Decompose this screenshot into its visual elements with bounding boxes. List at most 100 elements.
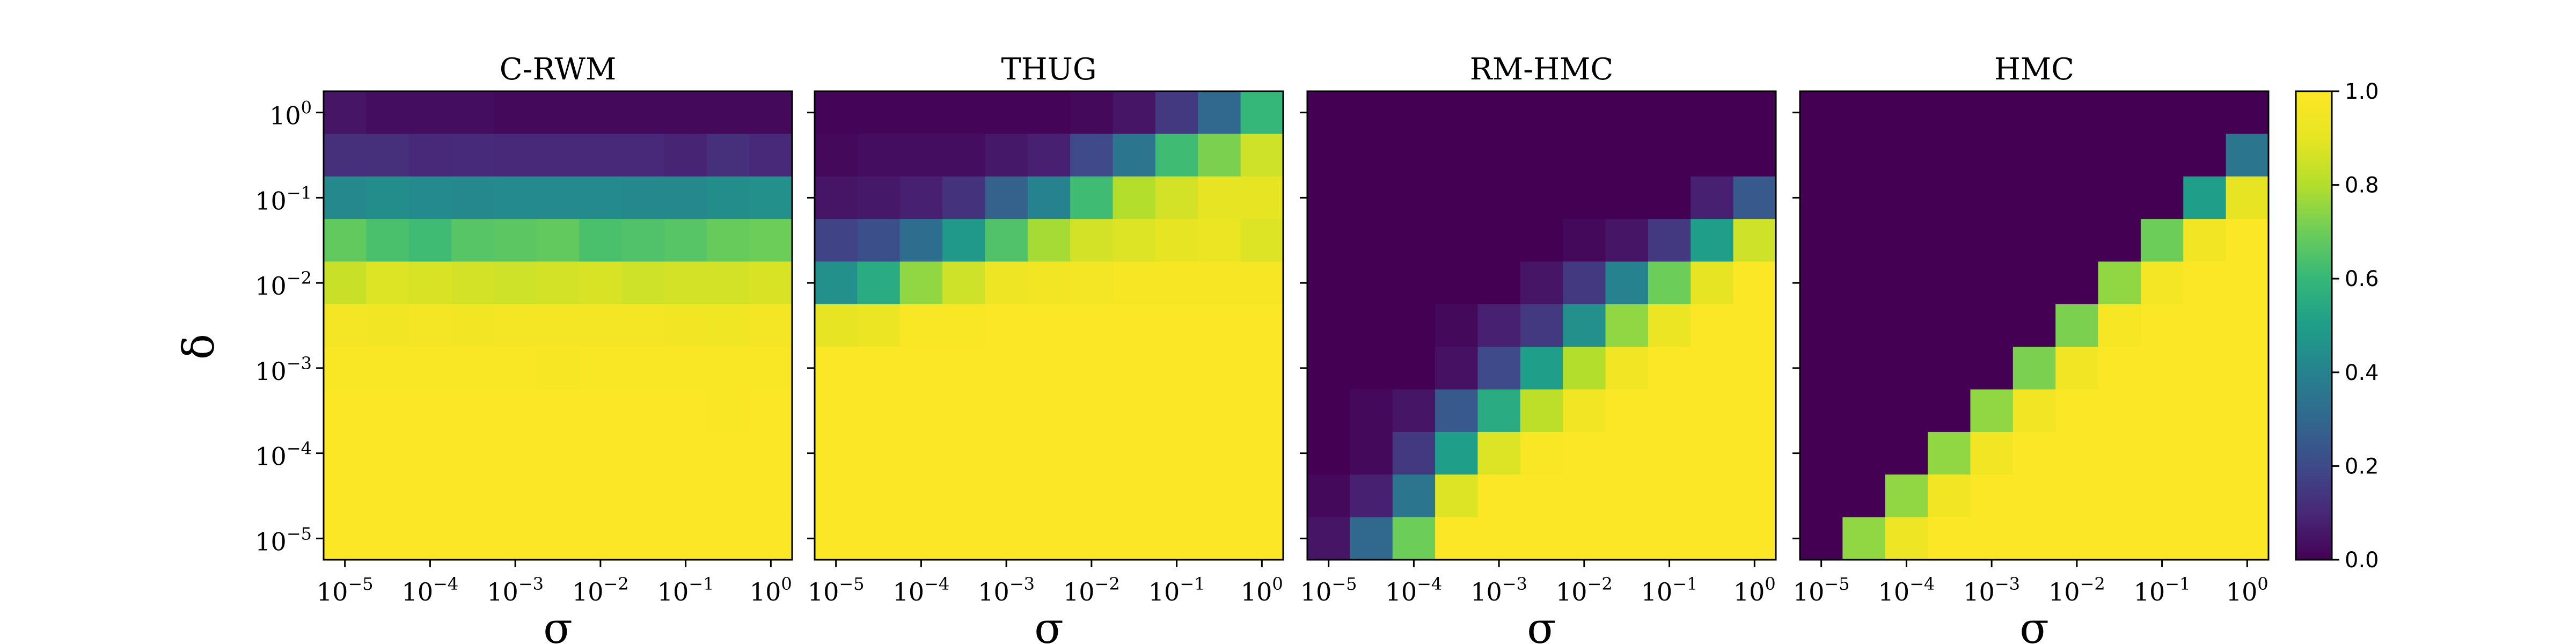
heatmap-cell (1563, 176, 1606, 219)
heatmap-cell (2012, 347, 2056, 390)
heatmap-cell (1648, 134, 1691, 177)
heatmap-cell (1520, 347, 1563, 390)
heatmap-cell (1690, 474, 1734, 518)
heatmap-cell (857, 176, 901, 219)
heatmap-cell (2226, 304, 2269, 347)
heatmap-cell (2183, 474, 2227, 518)
heatmap-cell (815, 304, 858, 347)
x-tick-label: 10−2 (1556, 574, 1613, 606)
heatmap-cell (1113, 474, 1156, 518)
heatmap-cell (1733, 304, 1776, 347)
heatmap-cell (408, 176, 452, 219)
heatmap-cell (749, 134, 793, 177)
heatmap-cell (1800, 261, 1843, 305)
heatmap-cell (1435, 517, 1479, 560)
heatmap-cell (857, 474, 901, 518)
heatmap-cell (1842, 261, 1886, 305)
heatmap-cell (408, 219, 452, 262)
heatmap-cell (1885, 347, 1928, 390)
heatmap-cell (1970, 474, 2014, 518)
heatmap-cell (1477, 176, 1521, 219)
heatmap-cell (1690, 517, 1734, 560)
heatmap-cell (536, 134, 580, 177)
heatmap-cell (1842, 517, 1886, 560)
heatmap-cell (366, 261, 409, 305)
heatmap-cell (1885, 176, 1928, 219)
heatmap-cell (857, 304, 901, 347)
heatmap-cell (664, 389, 707, 433)
heatmap-cell (2183, 261, 2227, 305)
heatmap-cell (621, 261, 665, 305)
heatmap-cell (621, 474, 665, 518)
heatmap-cell (536, 261, 580, 305)
heatmap-cell (899, 134, 943, 177)
heatmap-cell (1155, 517, 1198, 560)
heatmap-cell (1928, 91, 1971, 134)
heatmap-cell (1155, 176, 1198, 219)
heatmap-cell (366, 347, 409, 390)
heatmap-cell (1885, 389, 1928, 433)
heatmap-cell (1435, 347, 1479, 390)
heatmap-cell (408, 347, 452, 390)
heatmap-cell (1155, 91, 1198, 134)
heatmap-cell (1113, 389, 1156, 433)
x-tick-label: 10−1 (657, 574, 714, 606)
heatmap-cell (1563, 261, 1606, 305)
heatmap-cell (1563, 347, 1606, 390)
heatmap-cell (1350, 431, 1393, 475)
heatmap-cell (2226, 474, 2269, 518)
heatmap-cell (749, 517, 793, 560)
heatmap-cell (1648, 474, 1691, 518)
x-tick-label: 10−1 (2134, 574, 2191, 606)
panels: C-RWM 10−5 10−4 10−3 10−2 10−1 100 100 10−1 10−2 1… (174, 52, 2270, 644)
heatmap-cell (1648, 431, 1691, 475)
heatmap-cell (1842, 134, 1886, 177)
heatmap-cell (1070, 517, 1114, 560)
heatmap-cell (1435, 176, 1479, 219)
heatmap-cell (408, 389, 452, 433)
heatmap-cell (1690, 134, 1734, 177)
heatmap-cell (2098, 176, 2141, 219)
heatmap-cell (1648, 261, 1691, 305)
heatmap-cell (815, 347, 858, 390)
heatmap-cell (1027, 389, 1071, 433)
heatmap-cell (2055, 304, 2099, 347)
heatmap-cell (2226, 91, 2269, 134)
panel-title: RM-HMC (1470, 52, 1613, 87)
heatmap-cell (1970, 389, 2014, 433)
heatmap-cell (2012, 389, 2056, 433)
heatmap-cell (2226, 431, 2269, 475)
heatmap-cell (1928, 134, 1971, 177)
heatmap-cell (2226, 219, 2269, 262)
x-tick-label: 100 (1733, 574, 1776, 606)
heatmap-cell (899, 219, 943, 262)
heatmap-cell (579, 389, 623, 433)
heatmap-cell (899, 347, 943, 390)
heatmap-cell (621, 134, 665, 177)
heatmap-cell (1027, 219, 1071, 262)
heatmap-cell (985, 134, 1028, 177)
heatmap-cell (2098, 134, 2141, 177)
panel-title: C-RWM (500, 52, 617, 87)
colorbar-gradient (2295, 90, 2333, 561)
heatmap-cell (1155, 304, 1198, 347)
heatmap-cell (324, 389, 367, 433)
heatmap-cell (707, 347, 750, 390)
heatmap-cell (664, 91, 707, 134)
heatmap-cell (2098, 347, 2141, 390)
heatmap-cell (1307, 517, 1350, 560)
heatmap-cell (664, 347, 707, 390)
heatmap-cell (1928, 474, 1971, 518)
heatmap-cell (1070, 431, 1114, 475)
heatmap-cell (1520, 176, 1563, 219)
heatmap-cell (942, 347, 986, 390)
heatmap-cell (1350, 219, 1393, 262)
heatmap-cell (494, 261, 537, 305)
heatmap-cell (451, 176, 495, 219)
heatmap-cell (1885, 431, 1928, 475)
heatmap-cell (366, 474, 409, 518)
heatmap-cell (408, 517, 452, 560)
x-tick-label: 10−4 (893, 574, 950, 606)
heatmap-cell (1970, 219, 2014, 262)
heatmap-cell (494, 134, 537, 177)
